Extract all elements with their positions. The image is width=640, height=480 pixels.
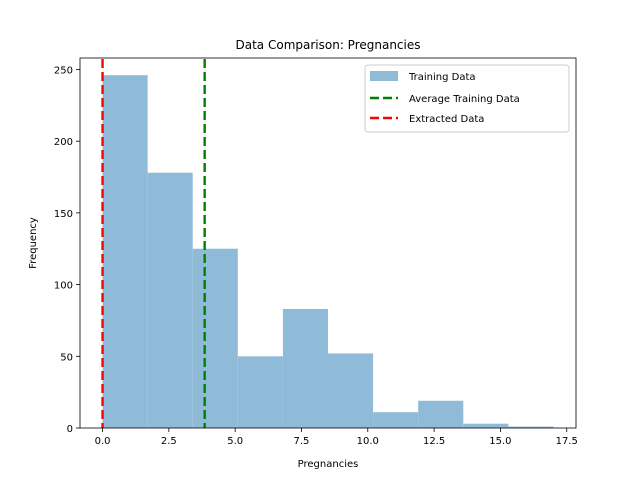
histogram-bar [192, 248, 238, 428]
y-tick-label: 250 [54, 65, 73, 76]
x-tick-label: 10.0 [357, 436, 379, 447]
histogram-bar [328, 353, 374, 428]
x-tick-label: 15.0 [489, 436, 511, 447]
y-axis-ticks: 0 50 100 150 200 250 [54, 65, 80, 435]
x-tick-label: 0.0 [95, 436, 111, 447]
legend: Training Data Average Training Data Extr… [364, 64, 570, 133]
y-tick-label: 0 [67, 424, 73, 435]
y-tick-label: 50 [60, 352, 73, 363]
x-tick-label: 5.0 [227, 436, 243, 447]
reference-lines [101, 59, 206, 428]
legend-label-average-training-data: Average Training Data [409, 94, 520, 105]
y-tick-label: 100 [54, 281, 73, 292]
histogram-bar [147, 172, 193, 428]
plot-frame [79, 57, 577, 429]
y-axis-label: Frequency [28, 217, 39, 269]
legend-label-training-data: Training Data [408, 72, 476, 83]
histogram-bar [282, 308, 328, 428]
histogram-bar [373, 412, 419, 428]
histogram-bar [237, 356, 283, 428]
x-tick-label: 2.5 [161, 436, 177, 447]
legend-swatch-training-data [370, 71, 398, 81]
x-axis-ticks: 0.0 2.5 5.0 7.5 10.0 12.5 15.0 17.5 [95, 428, 578, 447]
x-tick-label: 17.5 [556, 436, 578, 447]
histogram-bar [418, 400, 464, 428]
x-tick-label: 7.5 [294, 436, 310, 447]
x-tick-label: 12.5 [423, 436, 445, 447]
histogram-bar [463, 423, 509, 428]
chart-title: Data Comparison: Pregnancies [236, 38, 421, 52]
legend-box [364, 64, 570, 133]
y-tick-label: 150 [54, 209, 73, 220]
histogram-bar [508, 426, 554, 428]
histogram-bars [102, 75, 554, 429]
legend-label-extracted-data: Extracted Data [409, 114, 484, 125]
x-axis-label: Pregnancies [298, 459, 359, 470]
histogram-bar [102, 75, 148, 429]
y-tick-label: 200 [54, 137, 73, 148]
